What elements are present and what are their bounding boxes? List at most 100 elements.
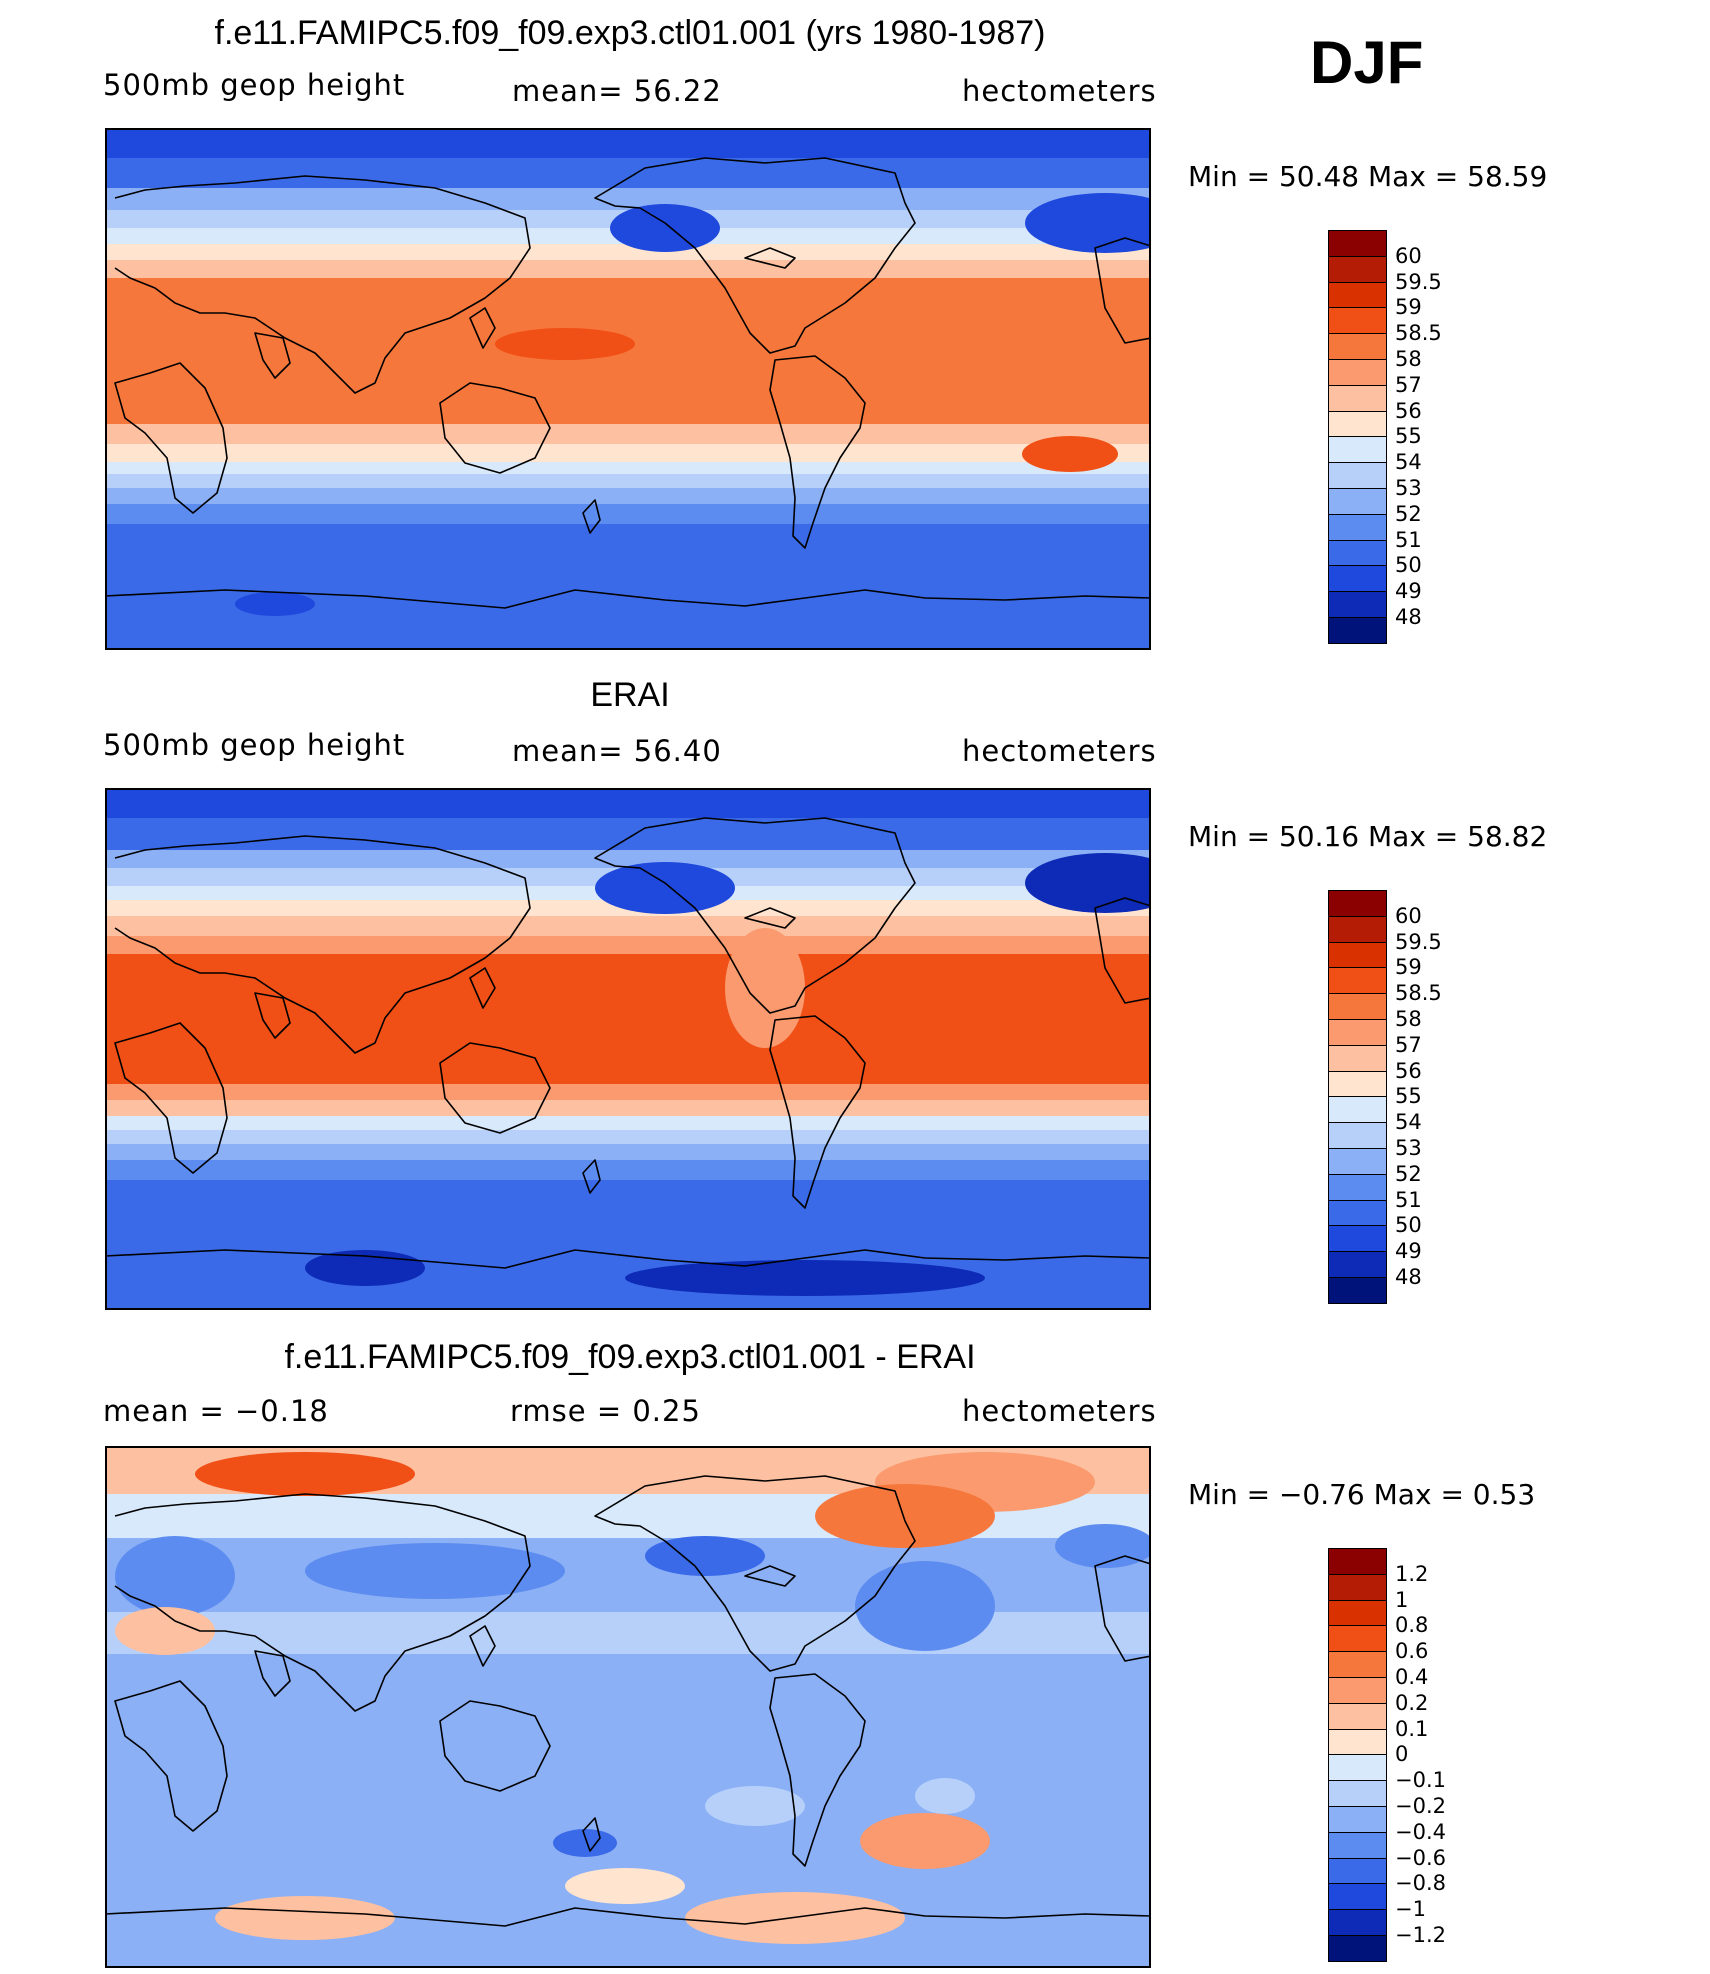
coastline <box>469 1625 496 1667</box>
colorbar-swatch <box>1328 617 1387 644</box>
contour-region <box>495 328 635 360</box>
season-label: DJF <box>1310 29 1424 96</box>
colorbar-swatch <box>1328 565 1387 593</box>
contour-band <box>105 462 1151 474</box>
contour-region <box>215 1896 395 1940</box>
colorbar-swatch <box>1328 488 1387 515</box>
coastline <box>254 1650 291 1697</box>
coastline <box>439 1700 551 1792</box>
panel-2-left-label: 500mb geop height <box>103 728 406 762</box>
colorbar-swatch <box>1328 1857 1387 1885</box>
contour-region <box>305 1543 565 1599</box>
colorbar-tick-label: 60 <box>1395 243 1422 268</box>
coastline <box>744 247 796 269</box>
contour-band <box>105 158 1151 188</box>
colorbar-swatch <box>1328 1806 1387 1833</box>
colorbar-tick-label: 55 <box>1395 1084 1422 1109</box>
panel-1-colorbar <box>1328 230 1389 644</box>
colorbar-tick-label: 58 <box>1395 1007 1422 1031</box>
coastline <box>582 1159 601 1194</box>
coastline <box>114 362 228 514</box>
contour-band <box>105 1160 1151 1180</box>
contour-band <box>105 128 1151 158</box>
colorbar-swatch <box>1328 410 1387 438</box>
colorbar-tick-label: 48 <box>1395 1265 1422 1289</box>
colorbar-swatch <box>1328 1651 1387 1678</box>
coastline <box>114 835 531 1054</box>
colorbar-tick-label: 59 <box>1395 955 1422 980</box>
colorbar-swatch <box>1328 591 1387 618</box>
colorbar-swatch <box>1328 1199 1387 1227</box>
coastline <box>105 589 1151 609</box>
colorbar-swatch <box>1328 1677 1387 1704</box>
colorbar-swatch <box>1328 1780 1387 1807</box>
contour-region <box>860 1813 990 1869</box>
contour-region <box>1025 853 1151 913</box>
contour-band <box>105 1084 1151 1100</box>
coastline <box>1094 897 1151 1004</box>
contour-region <box>553 1829 617 1857</box>
colorbar-tick-label: 57 <box>1395 1032 1422 1057</box>
colorbar-tick-label: 53 <box>1395 1136 1422 1160</box>
contour-region <box>610 204 720 252</box>
colorbar-swatch <box>1328 1883 1387 1911</box>
coastline <box>744 1565 796 1587</box>
contour-band <box>105 1100 1151 1116</box>
colorbar-swatch <box>1328 915 1387 943</box>
colorbar-tick-label: 52 <box>1395 1161 1422 1186</box>
panel-3-minmax: Min = −0.76 Max = 0.53 <box>1188 1478 1536 1511</box>
colorbar-swatch <box>1328 513 1387 541</box>
colorbar-swatch <box>1328 1225 1387 1253</box>
coastline <box>439 1042 551 1134</box>
colorbar-tick-label: 55 <box>1395 424 1422 449</box>
contour-band <box>105 524 1151 650</box>
contour-band <box>105 1612 1151 1654</box>
contour-band <box>105 278 1151 424</box>
contour-band <box>105 954 1151 1084</box>
colorbar-tick-label: 54 <box>1395 1110 1422 1135</box>
contour-region <box>115 1607 215 1655</box>
colorbar-tick-label: 48 <box>1395 605 1422 629</box>
contour-band <box>105 1180 1151 1310</box>
colorbar-swatch <box>1328 384 1387 412</box>
colorbar-swatch <box>1328 1070 1387 1098</box>
contour-band <box>105 818 1151 850</box>
panel-3-title: f.e11.FAMIPC5.f09_f09.exp3.ctl01.001 - E… <box>284 1338 976 1376</box>
panel-2-map <box>105 788 1151 1310</box>
colorbar-tick-label: 60 <box>1395 903 1422 928</box>
coastline <box>114 1493 531 1712</box>
contour-band <box>105 444 1151 462</box>
contour-region <box>855 1561 995 1651</box>
panel-2-mean-label: mean= 56.40 <box>512 734 722 768</box>
contour-band <box>105 474 1151 488</box>
contour-band <box>105 188 1151 210</box>
colorbar-swatch <box>1328 1277 1387 1304</box>
colorbar-tick-label: 53 <box>1395 476 1422 500</box>
contour-region <box>565 1868 685 1904</box>
panel-1-map <box>105 128 1151 650</box>
colorbar-swatch <box>1328 890 1387 917</box>
contour-band <box>105 916 1151 936</box>
coastline <box>114 1680 228 1832</box>
contour-region <box>195 1452 415 1496</box>
panel-3-mean-label: mean = −0.18 <box>103 1394 329 1428</box>
panel-1-title: f.e11.FAMIPC5.f09_f09.exp3.ctl01.001 (yr… <box>214 14 1046 52</box>
colorbar-tick-label: 49 <box>1395 1239 1422 1264</box>
contour-region <box>645 1536 765 1576</box>
colorbar-swatch <box>1328 967 1387 995</box>
panel-1-left-label: 500mb geop height <box>103 68 406 102</box>
contour-region <box>815 1484 995 1548</box>
colorbar-tick-label: 58.5 <box>1395 321 1442 346</box>
map-frame <box>105 128 1151 650</box>
colorbar-tick-label: 59.5 <box>1395 269 1442 294</box>
coastline <box>594 817 916 1014</box>
panel-3-map <box>105 1446 1151 1968</box>
coastline <box>114 1022 228 1174</box>
colorbar-tick-label: −0.8 <box>1395 1871 1446 1896</box>
colorbar-swatch <box>1328 1935 1387 1962</box>
colorbar-tick-label: 51 <box>1395 527 1422 552</box>
panel-3-colorbar <box>1328 1548 1389 1962</box>
coastline <box>105 1249 1151 1269</box>
panel-1-minmax: Min = 50.48 Max = 58.59 <box>1188 160 1548 193</box>
contour-region <box>115 1536 235 1616</box>
